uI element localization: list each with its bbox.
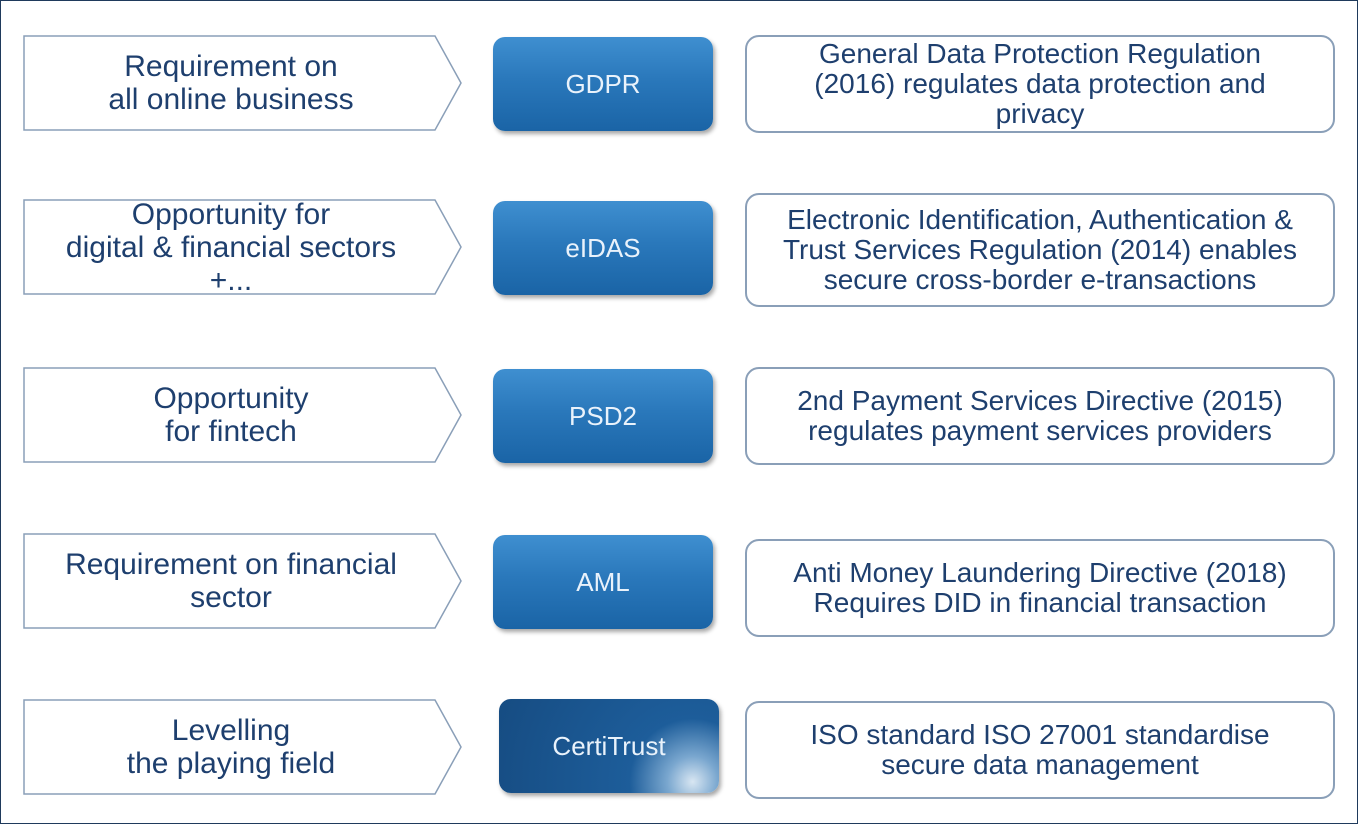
regulation-badge: CertiTrust	[499, 699, 719, 793]
regulation-description: Electronic Identification, Authenticatio…	[745, 193, 1335, 307]
row-label: Levelling the playing field	[126, 714, 336, 780]
regulation-row-aml: Requirement on financial sector AML Anti…	[1, 533, 1358, 637]
regulation-badge: eIDAS	[493, 201, 713, 295]
regulation-description: 2nd Payment Services Directive (2015) re…	[745, 367, 1335, 465]
row-label: Opportunity for digital & financial sect…	[65, 197, 397, 297]
arrow-shape	[23, 35, 462, 131]
regulation-row-psd2: Opportunity for fintech PSD2 2nd Payment…	[1, 367, 1358, 467]
row-label: Opportunity for fintech	[153, 382, 309, 448]
regulation-description: ISO standard ISO 27001 standardise secur…	[745, 701, 1335, 799]
regulation-badge: AML	[493, 535, 713, 629]
label-arrow: Opportunity for digital & financial sect…	[23, 197, 463, 297]
arrow-shape	[23, 699, 462, 795]
label-arrow: Levelling the playing field	[23, 699, 463, 795]
label-arrow: Requirement on all online business	[23, 35, 463, 131]
row-label: Requirement on all online business	[108, 50, 354, 116]
regulation-badge: GDPR	[493, 37, 713, 131]
row-label: Requirement on financial sector	[65, 548, 397, 614]
label-arrow: Opportunity for fintech	[23, 367, 463, 463]
label-arrow: Requirement on financial sector	[23, 533, 463, 629]
arrow-shape	[23, 533, 462, 629]
regulation-badge: PSD2	[493, 369, 713, 463]
regulation-row-eidas: Opportunity for digital & financial sect…	[1, 193, 1358, 307]
regulation-description: General Data Protection Regulation (2016…	[745, 35, 1335, 133]
regulation-row-gdpr: Requirement on all online business GDPR …	[1, 35, 1358, 135]
regulation-description: Anti Money Laundering Directive (2018) R…	[745, 539, 1335, 637]
arrow-shape	[23, 367, 462, 463]
regulation-row-certitrust: Levelling the playing field CertiTrust I…	[1, 699, 1358, 799]
arrow-shape	[23, 199, 462, 295]
